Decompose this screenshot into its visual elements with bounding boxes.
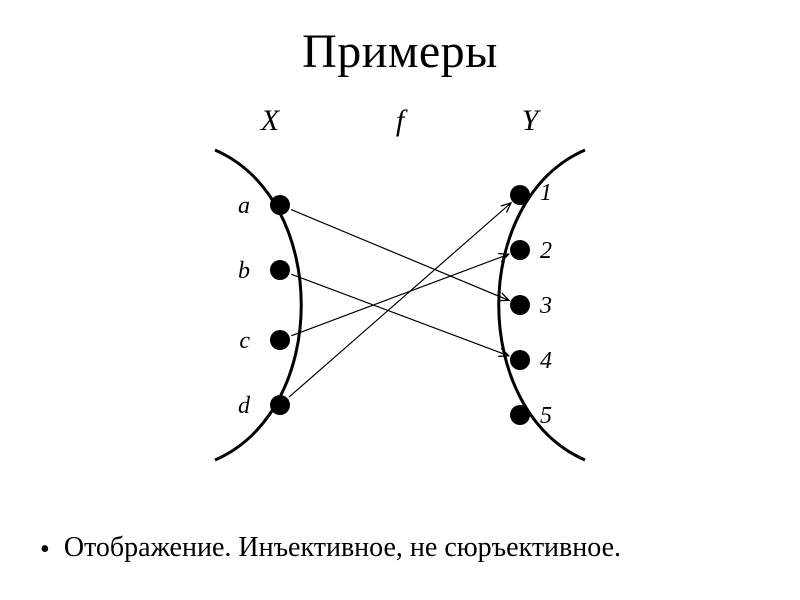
domain-node bbox=[270, 260, 290, 280]
domain-arc bbox=[215, 150, 301, 460]
caption-text: Отображение. Инъективное, не сюръективно… bbox=[64, 532, 621, 563]
bullet-icon: • bbox=[40, 536, 50, 564]
mapping-diagram: Xf Ya b c d 1 2 3 4 5 bbox=[150, 100, 650, 480]
domain-node bbox=[270, 195, 290, 215]
set-label: f bbox=[396, 104, 408, 137]
slide: Примеры Xf Ya b c d 1 2 3 4 5 • Отображение. Инъек… bbox=[0, 0, 800, 600]
mapping-edge bbox=[291, 254, 509, 336]
codomain-node-label: 5 bbox=[540, 403, 552, 429]
codomain-node-label: 4 bbox=[540, 348, 552, 374]
slide-title: Примеры bbox=[0, 0, 800, 79]
domain-node-label: d bbox=[238, 393, 251, 419]
mapping-svg: Xf Ya b c d 1 2 3 4 5 bbox=[150, 100, 650, 480]
domain-node bbox=[270, 330, 290, 350]
codomain-node bbox=[510, 405, 530, 425]
domain-node-label: b bbox=[238, 258, 250, 284]
codomain-node-label: 3 bbox=[539, 293, 552, 319]
codomain-node-label: 1 bbox=[540, 180, 552, 206]
codomain-node bbox=[510, 185, 530, 205]
domain-node-label: a bbox=[238, 193, 250, 219]
caption-line: • Отображение. Инъективное, не сюръективн… bbox=[40, 532, 621, 564]
codomain-node-label: 2 bbox=[540, 238, 552, 264]
domain-node bbox=[270, 395, 290, 415]
domain-node-label: c bbox=[239, 328, 250, 354]
set-label: X bbox=[260, 104, 281, 137]
codomain-node bbox=[510, 240, 530, 260]
codomain-node bbox=[510, 295, 530, 315]
codomain-node bbox=[510, 350, 530, 370]
set-label: Y bbox=[522, 104, 542, 137]
mapping-edge bbox=[289, 203, 511, 397]
